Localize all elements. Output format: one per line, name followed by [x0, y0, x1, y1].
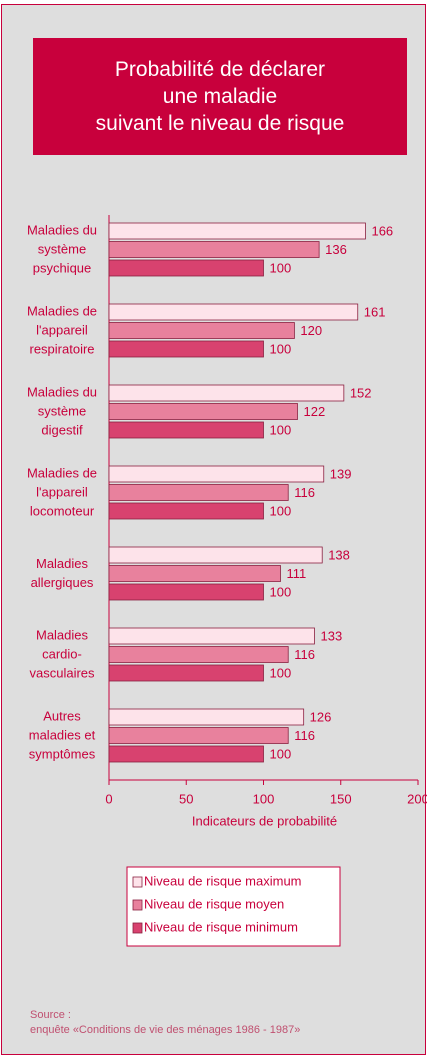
value-label: 100: [270, 422, 292, 437]
bar: [108, 403, 298, 420]
value-label: 100: [270, 665, 292, 680]
x-tick-label: 200: [407, 791, 427, 806]
value-label: 111: [286, 566, 306, 581]
legend-label: Niveau de risque maximum: [144, 873, 302, 888]
category-label: Maladies du système digestif: [26, 384, 98, 438]
bar: [108, 484, 289, 501]
legend-label: Niveau de risque moyen: [144, 896, 284, 911]
bar: [108, 303, 359, 321]
bar: [108, 646, 289, 663]
category-label: Maladies cardio- vasculaires: [29, 627, 95, 681]
legend-box: [126, 866, 341, 947]
bar: [108, 340, 264, 358]
bar: [108, 322, 295, 339]
value-label: 138: [328, 547, 350, 562]
legend-swatch: [132, 922, 143, 934]
bar: [108, 708, 305, 726]
value-label: 139: [330, 466, 352, 481]
category-label: Maladies allergiques: [30, 556, 94, 590]
source: enquête «Conditions de vie des ménages 1…: [30, 1024, 301, 1036]
bar: [108, 727, 289, 744]
bar: [108, 546, 323, 564]
legend-swatch: [132, 876, 143, 888]
bar: [108, 259, 264, 277]
category-label: Autres maladies et symptômes: [28, 708, 96, 762]
category-label: Maladies de l'appareil respiratoire: [26, 303, 98, 357]
bar: [108, 241, 320, 258]
x-tick-label: 0: [105, 791, 112, 806]
value-label: 133: [320, 628, 342, 643]
legend-swatch: [132, 899, 143, 911]
value-label: 116: [294, 647, 315, 662]
chart-title: Probabilité de déclarer une maladie suiv…: [33, 38, 407, 155]
bar: [108, 583, 264, 601]
value-label: 100: [270, 584, 292, 599]
x-axis-label: Indicateurs de probabilité: [192, 813, 337, 828]
bar: [108, 384, 345, 402]
value-label: 126: [310, 709, 332, 724]
bar: [108, 465, 325, 483]
category-label: Maladies du système psychique: [26, 222, 98, 276]
source-label: Source :: [30, 1009, 71, 1021]
legend-label: Niveau de risque minimum: [144, 919, 298, 934]
value-label: 120: [300, 323, 322, 338]
x-tick-label: 150: [330, 791, 352, 806]
bar: [108, 664, 264, 682]
value-label: 136: [325, 242, 347, 257]
value-label: 100: [270, 341, 292, 356]
bar: [108, 745, 264, 763]
bar: [108, 627, 315, 645]
value-label: 100: [270, 260, 292, 275]
value-label: 122: [303, 404, 325, 419]
bar: [108, 565, 281, 582]
value-label: 100: [270, 503, 292, 518]
x-tick-label: 100: [253, 791, 275, 806]
x-tick-label: 50: [179, 791, 193, 806]
category-label: Maladies de l'appareil locomoteur: [26, 465, 98, 519]
value-label: 166: [371, 223, 393, 238]
bar: [108, 421, 264, 439]
value-label: 100: [270, 746, 292, 761]
bar: [108, 502, 264, 520]
value-label: 116: [294, 728, 315, 743]
value-label: 152: [350, 385, 372, 400]
value-label: 161: [364, 304, 386, 319]
bar: [108, 222, 366, 240]
value-label: 116: [294, 485, 315, 500]
